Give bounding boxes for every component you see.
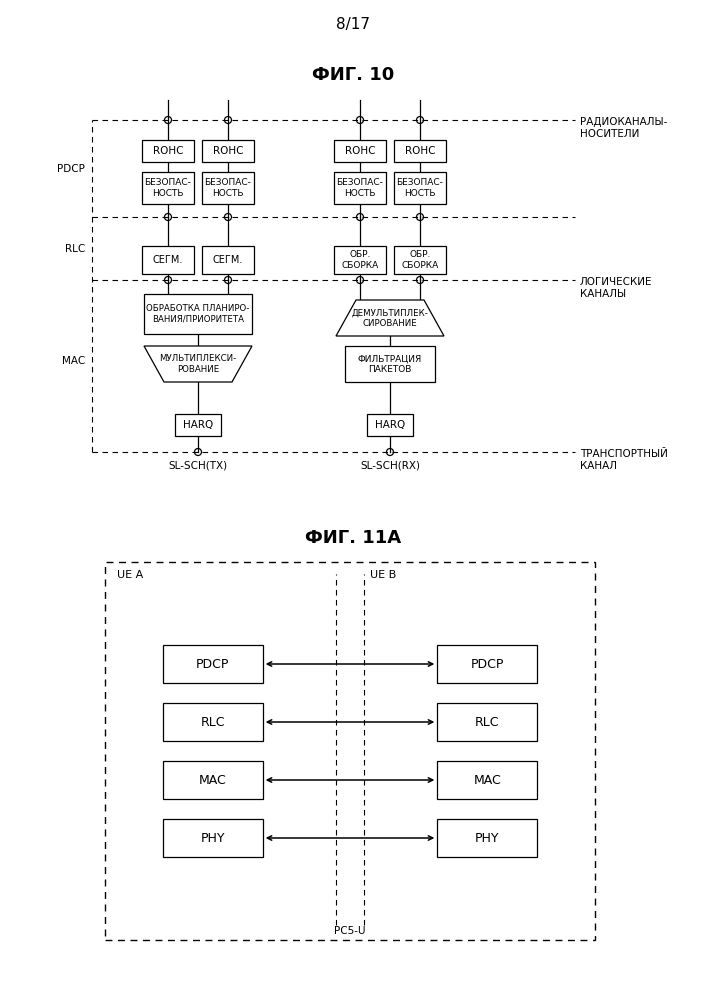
Text: PC5-U: PC5-U xyxy=(334,926,366,936)
Text: ОБР.
СБОРКА: ОБР. СБОРКА xyxy=(341,250,379,270)
Text: БЕЗОПАС-
НОСТЬ: БЕЗОПАС- НОСТЬ xyxy=(144,178,192,198)
Text: ОБР.
СБОРКА: ОБР. СБОРКА xyxy=(402,250,438,270)
Text: RLC: RLC xyxy=(475,716,499,728)
Text: ROHC: ROHC xyxy=(153,146,183,156)
Text: СЕГМ.: СЕГМ. xyxy=(153,255,183,265)
FancyBboxPatch shape xyxy=(437,819,537,857)
Text: SL-SCH(TX): SL-SCH(TX) xyxy=(168,460,228,470)
FancyBboxPatch shape xyxy=(437,645,537,683)
Text: MAC: MAC xyxy=(473,774,501,786)
Text: ROHC: ROHC xyxy=(345,146,375,156)
FancyBboxPatch shape xyxy=(367,414,413,436)
FancyBboxPatch shape xyxy=(394,140,446,162)
FancyBboxPatch shape xyxy=(163,645,263,683)
FancyBboxPatch shape xyxy=(345,346,435,382)
Text: PHY: PHY xyxy=(475,832,499,844)
FancyBboxPatch shape xyxy=(142,172,194,204)
Text: 8/17: 8/17 xyxy=(336,17,370,32)
Text: UE A: UE A xyxy=(117,570,144,580)
Text: МУЛЬТИПЛЕКСИ-
РОВАНИЕ: МУЛЬТИПЛЕКСИ- РОВАНИЕ xyxy=(159,354,237,374)
Text: ДЕМУЛЬТИПЛЕК-
СИРОВАНИЕ: ДЕМУЛЬТИПЛЕК- СИРОВАНИЕ xyxy=(351,308,428,328)
Text: RLC: RLC xyxy=(65,243,85,253)
Polygon shape xyxy=(144,346,252,382)
Text: SL-SCH(RX): SL-SCH(RX) xyxy=(360,460,420,470)
Text: PHY: PHY xyxy=(201,832,225,844)
FancyBboxPatch shape xyxy=(163,703,263,741)
Text: PDCP: PDCP xyxy=(196,658,230,670)
FancyBboxPatch shape xyxy=(334,140,386,162)
Text: PDCP: PDCP xyxy=(471,658,504,670)
FancyBboxPatch shape xyxy=(163,761,263,799)
Text: БЕЗОПАС-
НОСТЬ: БЕЗОПАС- НОСТЬ xyxy=(337,178,383,198)
Text: ФИЛЬТРАЦИЯ
ПАКЕТОВ: ФИЛЬТРАЦИЯ ПАКЕТОВ xyxy=(358,354,422,374)
Text: HARQ: HARQ xyxy=(375,420,405,430)
Text: СЕГМ.: СЕГМ. xyxy=(213,255,243,265)
FancyBboxPatch shape xyxy=(437,761,537,799)
Text: ТРАНСПОРТНЫЙ
КАНАЛ: ТРАНСПОРТНЫЙ КАНАЛ xyxy=(580,449,668,471)
Text: ЛОГИЧЕСКИЕ
КАНАЛЫ: ЛОГИЧЕСКИЕ КАНАЛЫ xyxy=(580,277,653,299)
Text: РАДИОКАНАЛЫ-
НОСИТЕЛИ: РАДИОКАНАЛЫ- НОСИТЕЛИ xyxy=(580,117,667,139)
Text: MAC: MAC xyxy=(199,774,227,786)
Text: ФИГ. 11А: ФИГ. 11А xyxy=(305,529,401,547)
FancyBboxPatch shape xyxy=(175,414,221,436)
Text: UE B: UE B xyxy=(370,570,396,580)
FancyBboxPatch shape xyxy=(437,703,537,741)
FancyBboxPatch shape xyxy=(144,294,252,334)
FancyBboxPatch shape xyxy=(334,246,386,274)
Text: ROHC: ROHC xyxy=(404,146,436,156)
Text: БЕЗОПАС-
НОСТЬ: БЕЗОПАС- НОСТЬ xyxy=(397,178,443,198)
Polygon shape xyxy=(336,300,444,336)
FancyBboxPatch shape xyxy=(202,172,254,204)
Text: ФИГ. 10: ФИГ. 10 xyxy=(312,66,394,84)
FancyBboxPatch shape xyxy=(142,140,194,162)
FancyBboxPatch shape xyxy=(202,140,254,162)
Text: MAC: MAC xyxy=(62,356,85,366)
Text: ОБРАБОТКА ПЛАНИРО-
ВАНИЯ/ПРИОРИТЕТА: ОБРАБОТКА ПЛАНИРО- ВАНИЯ/ПРИОРИТЕТА xyxy=(146,304,250,324)
Text: RLC: RLC xyxy=(201,716,225,728)
FancyBboxPatch shape xyxy=(163,819,263,857)
FancyBboxPatch shape xyxy=(394,172,446,204)
Text: PDCP: PDCP xyxy=(57,163,85,174)
FancyBboxPatch shape xyxy=(334,172,386,204)
FancyBboxPatch shape xyxy=(142,246,194,274)
FancyBboxPatch shape xyxy=(394,246,446,274)
Text: ROHC: ROHC xyxy=(213,146,243,156)
Text: HARQ: HARQ xyxy=(183,420,213,430)
FancyBboxPatch shape xyxy=(202,246,254,274)
FancyBboxPatch shape xyxy=(105,562,595,940)
Text: БЕЗОПАС-
НОСТЬ: БЕЗОПАС- НОСТЬ xyxy=(204,178,252,198)
